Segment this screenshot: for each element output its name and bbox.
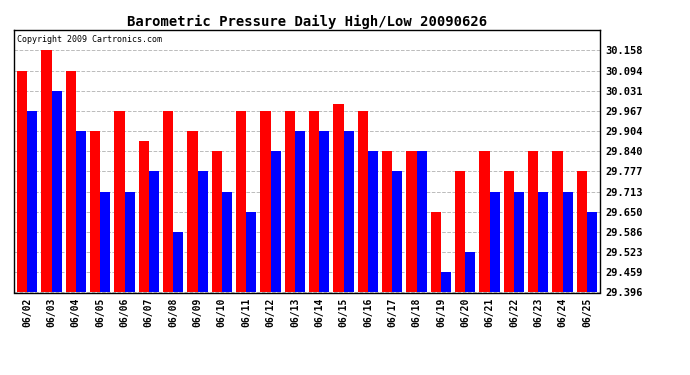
Text: Copyright 2009 Cartronics.com: Copyright 2009 Cartronics.com — [17, 35, 161, 44]
Bar — [587, 212, 597, 292]
Bar — [187, 131, 197, 292]
Bar — [490, 192, 500, 292]
Bar — [553, 152, 562, 292]
Bar — [465, 252, 475, 292]
Bar — [124, 192, 135, 292]
Bar — [562, 192, 573, 292]
Bar — [163, 111, 173, 292]
Bar — [295, 131, 305, 292]
Bar — [382, 152, 392, 292]
Title: Barometric Pressure Daily High/Low 20090626: Barometric Pressure Daily High/Low 20090… — [127, 15, 487, 29]
Bar — [197, 171, 208, 292]
Bar — [406, 152, 417, 292]
Bar — [417, 152, 427, 292]
Bar — [222, 192, 232, 292]
Bar — [76, 131, 86, 292]
Bar — [455, 171, 465, 292]
Bar — [90, 131, 100, 292]
Bar — [100, 192, 110, 292]
Bar — [149, 171, 159, 292]
Bar — [514, 192, 524, 292]
Bar — [212, 152, 222, 292]
Bar — [260, 111, 270, 292]
Bar — [504, 171, 514, 292]
Bar — [115, 111, 124, 292]
Bar — [319, 131, 329, 292]
Bar — [236, 111, 246, 292]
Bar — [52, 91, 61, 292]
Bar — [285, 111, 295, 292]
Bar — [441, 273, 451, 292]
Bar — [270, 152, 281, 292]
Bar — [309, 111, 319, 292]
Bar — [173, 232, 184, 292]
Bar — [480, 152, 490, 292]
Bar — [41, 50, 52, 292]
Bar — [392, 171, 402, 292]
Bar — [27, 111, 37, 292]
Bar — [66, 70, 76, 292]
Bar — [357, 111, 368, 292]
Bar — [368, 152, 378, 292]
Bar — [333, 104, 344, 292]
Bar — [139, 141, 149, 292]
Bar — [538, 192, 549, 292]
Bar — [528, 152, 538, 292]
Bar — [344, 131, 354, 292]
Bar — [431, 212, 441, 292]
Bar — [246, 212, 257, 292]
Bar — [17, 70, 27, 292]
Bar — [577, 171, 587, 292]
